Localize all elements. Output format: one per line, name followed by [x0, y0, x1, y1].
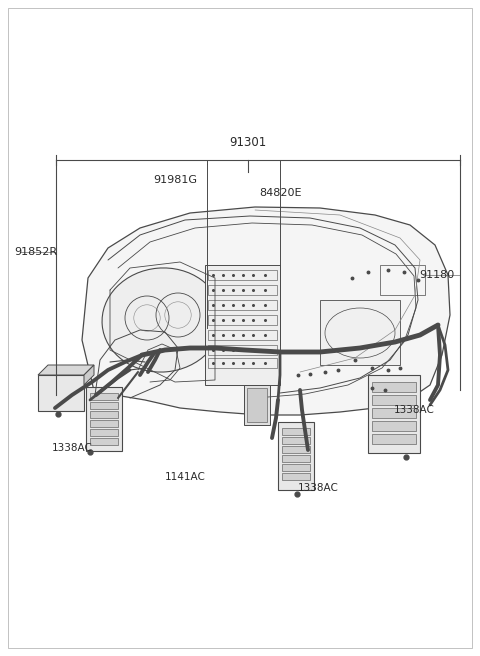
- Bar: [372, 408, 416, 418]
- Bar: [208, 345, 277, 355]
- Bar: [208, 270, 277, 280]
- Bar: [282, 455, 310, 462]
- Bar: [282, 437, 310, 444]
- Bar: [90, 402, 118, 409]
- Bar: [282, 473, 310, 480]
- Polygon shape: [38, 365, 94, 375]
- Bar: [244, 385, 270, 425]
- Text: 1338AC: 1338AC: [298, 483, 338, 493]
- Bar: [90, 438, 118, 445]
- Text: 84820E: 84820E: [259, 188, 301, 198]
- Bar: [282, 464, 310, 471]
- Text: 1338AC: 1338AC: [394, 405, 434, 415]
- Bar: [247, 388, 267, 422]
- Bar: [372, 395, 416, 405]
- Bar: [282, 446, 310, 453]
- Bar: [278, 422, 314, 490]
- Bar: [208, 300, 277, 310]
- Text: 91301: 91301: [229, 136, 266, 150]
- Bar: [372, 421, 416, 431]
- Bar: [372, 382, 416, 392]
- Bar: [208, 285, 277, 295]
- Text: 91981G: 91981G: [153, 175, 197, 185]
- Bar: [380, 265, 425, 295]
- Text: 91852R: 91852R: [14, 247, 58, 257]
- Bar: [86, 387, 122, 451]
- Polygon shape: [84, 365, 94, 385]
- Bar: [282, 428, 310, 435]
- Bar: [90, 429, 118, 436]
- Bar: [208, 330, 277, 340]
- Text: 1141AC: 1141AC: [165, 472, 205, 482]
- Bar: [205, 265, 280, 385]
- Ellipse shape: [102, 268, 222, 372]
- Bar: [372, 434, 416, 444]
- Bar: [320, 300, 400, 365]
- Polygon shape: [82, 207, 450, 415]
- Bar: [90, 420, 118, 427]
- Bar: [208, 358, 277, 368]
- Bar: [38, 375, 84, 411]
- Bar: [90, 411, 118, 418]
- Bar: [90, 393, 118, 400]
- Text: 1338AC: 1338AC: [51, 443, 93, 453]
- Bar: [368, 375, 420, 453]
- Text: 91180: 91180: [420, 270, 455, 280]
- Bar: [208, 315, 277, 325]
